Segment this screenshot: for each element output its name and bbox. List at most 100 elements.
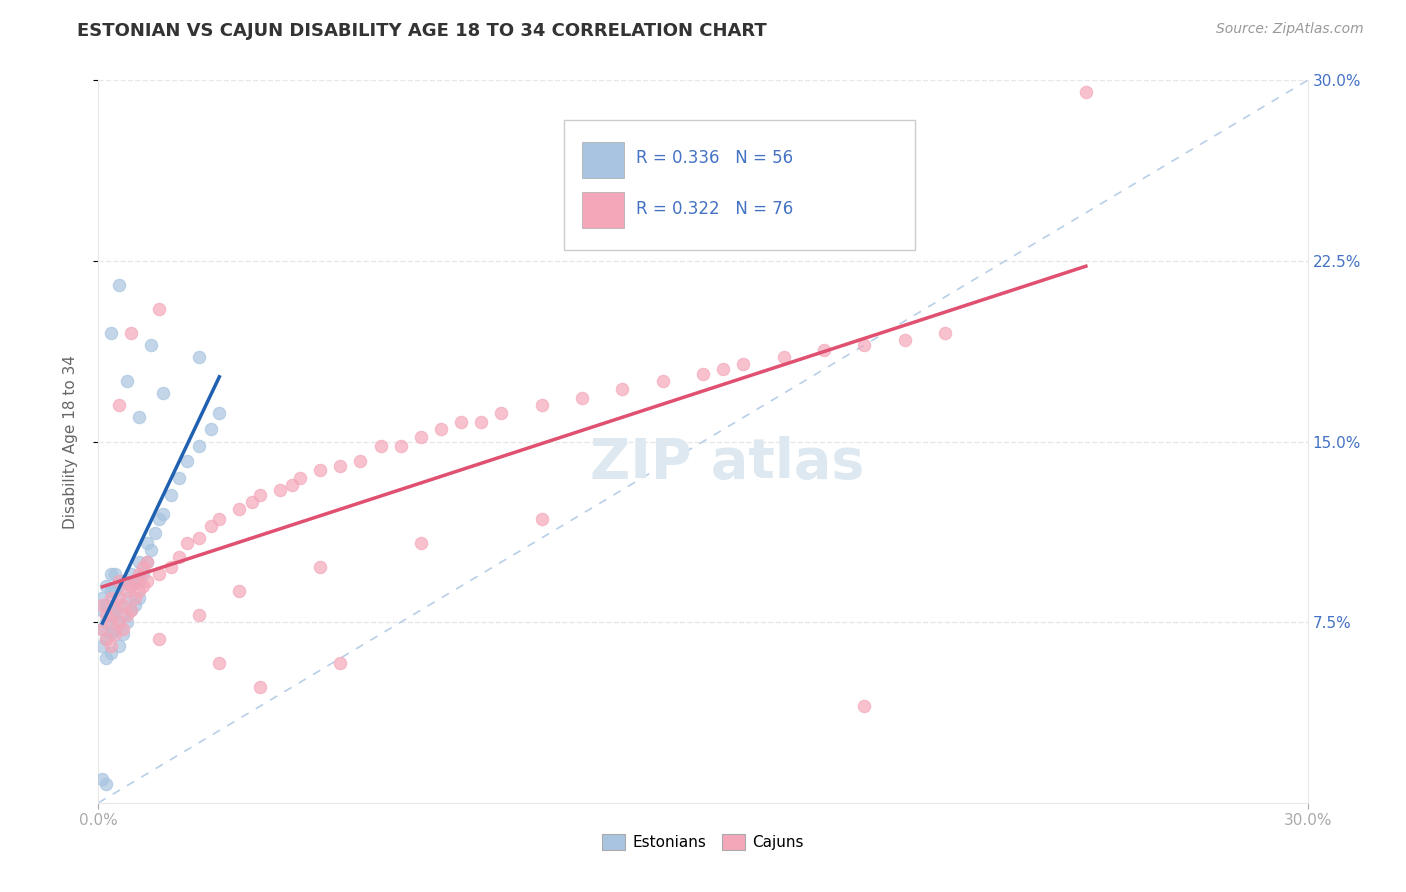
Point bbox=[103, 627, 125, 641]
Point bbox=[200, 518, 222, 533]
Point bbox=[176, 454, 198, 468]
Point bbox=[893, 334, 915, 348]
Point bbox=[120, 326, 142, 340]
Point bbox=[96, 632, 118, 646]
Point bbox=[103, 603, 125, 617]
Point bbox=[934, 326, 956, 340]
Point bbox=[711, 362, 734, 376]
Point bbox=[152, 507, 174, 521]
Point bbox=[176, 535, 198, 549]
Point bbox=[651, 374, 673, 388]
Point bbox=[91, 603, 114, 617]
Point bbox=[208, 406, 231, 420]
Point bbox=[100, 591, 122, 605]
Point bbox=[115, 374, 138, 388]
Point bbox=[111, 574, 134, 589]
Y-axis label: Disability Age 18 to 34: Disability Age 18 to 34 bbox=[63, 354, 77, 529]
Point bbox=[135, 555, 157, 569]
Point bbox=[111, 599, 134, 613]
Point bbox=[470, 415, 492, 429]
Point bbox=[124, 599, 146, 613]
Text: Source: ZipAtlas.com: Source: ZipAtlas.com bbox=[1216, 22, 1364, 37]
Point bbox=[96, 599, 118, 613]
Point bbox=[96, 776, 118, 790]
Point bbox=[309, 463, 332, 477]
Point bbox=[249, 680, 271, 694]
Point bbox=[91, 639, 114, 653]
Point bbox=[167, 550, 190, 565]
Point bbox=[100, 627, 122, 641]
Point bbox=[124, 574, 146, 589]
Point bbox=[772, 350, 794, 364]
Point bbox=[143, 526, 166, 541]
Point bbox=[96, 615, 118, 630]
Point bbox=[111, 623, 134, 637]
Point bbox=[228, 583, 250, 598]
Point bbox=[128, 591, 150, 605]
FancyBboxPatch shape bbox=[582, 193, 624, 228]
Point bbox=[309, 559, 332, 574]
Point bbox=[96, 651, 118, 665]
Point bbox=[329, 656, 352, 670]
Point bbox=[389, 439, 412, 453]
Point bbox=[103, 623, 125, 637]
Point bbox=[530, 511, 553, 525]
Point bbox=[135, 555, 157, 569]
Text: R = 0.336   N = 56: R = 0.336 N = 56 bbox=[637, 149, 793, 167]
Point bbox=[409, 535, 432, 549]
Point bbox=[132, 567, 155, 582]
Point bbox=[107, 599, 129, 613]
Text: R = 0.322   N = 76: R = 0.322 N = 76 bbox=[637, 200, 794, 218]
Point bbox=[107, 615, 129, 630]
Point bbox=[120, 579, 142, 593]
Text: ESTONIAN VS CAJUN DISABILITY AGE 18 TO 34 CORRELATION CHART: ESTONIAN VS CAJUN DISABILITY AGE 18 TO 3… bbox=[77, 22, 768, 40]
Point bbox=[107, 398, 129, 412]
Point bbox=[128, 410, 150, 425]
Point bbox=[103, 603, 125, 617]
FancyBboxPatch shape bbox=[564, 120, 915, 250]
Point bbox=[409, 430, 432, 444]
Point bbox=[115, 607, 138, 622]
Point bbox=[188, 439, 211, 453]
Point bbox=[120, 603, 142, 617]
Point bbox=[530, 398, 553, 412]
Legend: Estonians, Cajuns: Estonians, Cajuns bbox=[596, 829, 810, 856]
Point bbox=[813, 343, 835, 357]
Point bbox=[135, 535, 157, 549]
Point bbox=[132, 559, 155, 574]
Point bbox=[288, 470, 311, 484]
Point bbox=[281, 478, 304, 492]
Point bbox=[128, 567, 150, 582]
Point bbox=[120, 567, 142, 582]
Point bbox=[107, 579, 129, 593]
Point bbox=[853, 338, 876, 352]
Point bbox=[111, 627, 134, 641]
Point bbox=[128, 574, 150, 589]
Point bbox=[249, 487, 271, 501]
Point bbox=[349, 454, 371, 468]
Point bbox=[111, 607, 134, 622]
Point bbox=[152, 386, 174, 401]
Point bbox=[120, 579, 142, 593]
Point bbox=[160, 559, 183, 574]
Point bbox=[491, 406, 513, 420]
Point bbox=[120, 603, 142, 617]
Point bbox=[103, 583, 125, 598]
Point bbox=[167, 470, 190, 484]
Point bbox=[107, 639, 129, 653]
Point bbox=[430, 422, 453, 436]
Point bbox=[91, 623, 114, 637]
Point bbox=[139, 542, 162, 557]
Point bbox=[128, 583, 150, 598]
Point bbox=[124, 591, 146, 605]
Point bbox=[139, 338, 162, 352]
Point bbox=[1074, 85, 1097, 99]
Point bbox=[96, 607, 118, 622]
Point bbox=[148, 632, 170, 646]
Point bbox=[450, 415, 472, 429]
Point bbox=[100, 615, 122, 630]
Point bbox=[571, 391, 593, 405]
Point bbox=[107, 591, 129, 605]
Point bbox=[228, 502, 250, 516]
Point bbox=[329, 458, 352, 473]
